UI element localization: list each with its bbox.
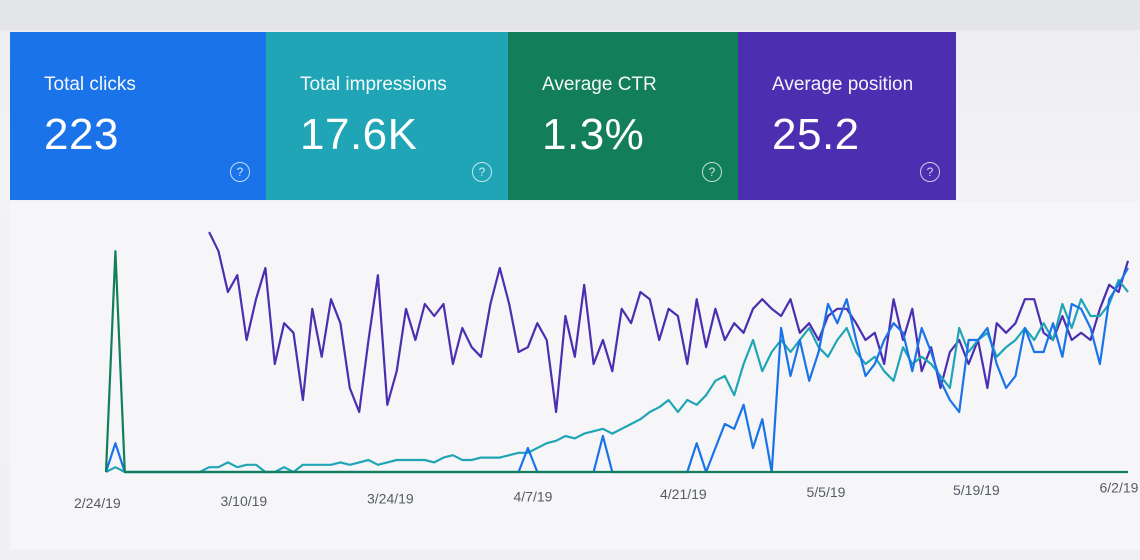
average-position-value: 25.2 bbox=[772, 110, 860, 159]
total-clicks-label: Total clicks bbox=[44, 74, 136, 95]
average-ctr-label: Average CTR bbox=[542, 74, 657, 95]
x-tick-label: 3/24/19 bbox=[367, 491, 414, 507]
ctr-series-line bbox=[104, 250, 1128, 474]
help-icon[interactable]: ? bbox=[702, 162, 722, 182]
help-icon[interactable]: ? bbox=[230, 162, 250, 182]
metric-cards: Total clicks 223 ? Total impressions 17.… bbox=[10, 32, 956, 200]
average-ctr-value: 1.3% bbox=[542, 110, 645, 159]
clicks-series-line bbox=[104, 267, 1129, 474]
total-impressions-value: 17.6K bbox=[300, 110, 418, 159]
x-tick-label: 5/19/19 bbox=[953, 482, 1000, 498]
total-clicks-card[interactable]: Total clicks 223 ? bbox=[10, 32, 266, 200]
average-ctr-card[interactable]: Average CTR 1.3% ? bbox=[508, 32, 738, 200]
average-position-label: Average position bbox=[772, 74, 914, 95]
performance-chart-svg: 2/24/19 3/10/19 3/24/19 4/7/19 4/21/19 5/5/19… bbox=[74, 231, 1139, 511]
performance-chart: 2/24/19 3/10/19 3/24/19 4/7/19 4/21/19 5/5/19… bbox=[10, 202, 1140, 550]
help-icon[interactable]: ? bbox=[920, 162, 940, 182]
x-tick-label: 5/5/19 bbox=[807, 484, 846, 500]
x-tick-label: 4/7/19 bbox=[514, 488, 553, 504]
impressions-series-line bbox=[105, 278, 1129, 474]
help-icon[interactable]: ? bbox=[472, 162, 492, 182]
x-tick-label: 2/24/19 bbox=[74, 495, 121, 511]
total-impressions-card[interactable]: Total impressions 17.6K ? bbox=[266, 32, 508, 200]
position-series-line bbox=[208, 231, 1130, 414]
x-tick-label: 4/21/19 bbox=[660, 486, 707, 502]
x-tick-label: 3/10/19 bbox=[221, 493, 268, 509]
top-bar bbox=[0, 0, 1140, 30]
average-position-card[interactable]: Average position 25.2 ? bbox=[738, 32, 956, 200]
total-impressions-label: Total impressions bbox=[300, 74, 447, 95]
x-tick-label: 6/2/19 bbox=[1100, 480, 1139, 496]
total-clicks-value: 223 bbox=[44, 110, 119, 159]
